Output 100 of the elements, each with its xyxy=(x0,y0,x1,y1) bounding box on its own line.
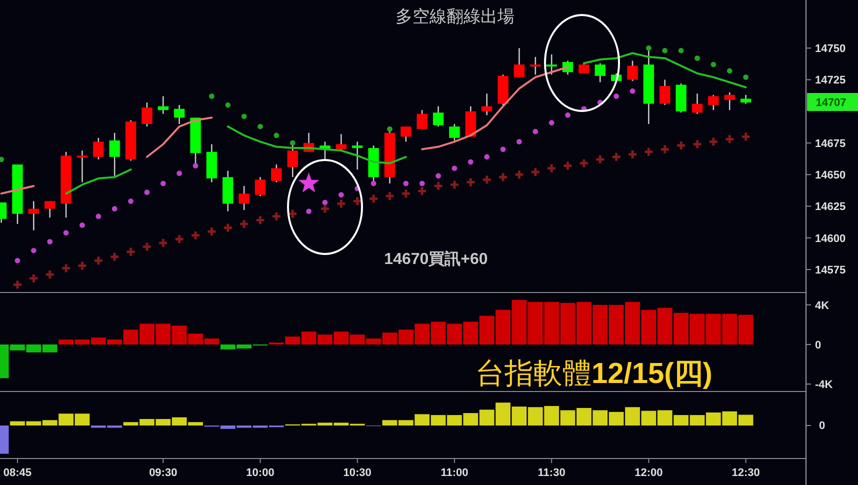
point xyxy=(225,102,231,108)
point xyxy=(646,45,652,51)
text: 14707 xyxy=(816,97,846,109)
point xyxy=(643,146,654,158)
y-tick-label: 14600 xyxy=(815,232,846,245)
point xyxy=(627,149,638,160)
point xyxy=(594,154,606,165)
point xyxy=(578,158,590,168)
point xyxy=(484,154,490,160)
y-tick-label: -4K xyxy=(815,379,833,392)
point xyxy=(14,258,20,264)
point xyxy=(77,260,88,271)
point xyxy=(47,238,53,244)
x-tick-label: 11:00 xyxy=(440,467,468,479)
point xyxy=(338,192,344,198)
point xyxy=(740,131,751,142)
candlestick xyxy=(514,47,525,78)
point xyxy=(614,93,620,99)
candlestick xyxy=(28,200,39,231)
candlestick xyxy=(93,137,104,160)
point xyxy=(206,226,217,237)
point xyxy=(498,172,508,182)
point xyxy=(160,180,166,186)
x-tick-label: 09:30 xyxy=(149,467,178,479)
annotation: 14670買訊+60 xyxy=(384,250,488,268)
point xyxy=(30,248,36,254)
candlestick xyxy=(254,176,266,197)
candlestick xyxy=(352,141,363,170)
point xyxy=(142,242,152,252)
point xyxy=(724,134,735,144)
point xyxy=(258,124,263,130)
candlestick xyxy=(627,60,638,82)
point xyxy=(468,159,474,165)
point xyxy=(255,214,266,226)
point xyxy=(158,238,168,248)
point xyxy=(452,166,458,171)
point xyxy=(44,269,56,280)
point xyxy=(660,144,670,154)
y-tick-label: 0 xyxy=(815,339,822,352)
point xyxy=(112,206,118,212)
point xyxy=(710,62,716,68)
point xyxy=(93,255,104,266)
y-tick-label: 14750 xyxy=(815,43,846,56)
point xyxy=(192,163,198,168)
point xyxy=(60,263,72,274)
point xyxy=(387,126,392,132)
point xyxy=(694,56,700,61)
candlestick xyxy=(271,164,282,183)
point xyxy=(400,188,412,199)
point xyxy=(28,273,39,284)
point xyxy=(403,180,409,186)
candlestick xyxy=(158,96,168,115)
point xyxy=(238,218,250,230)
candlestick xyxy=(546,54,557,76)
point xyxy=(271,211,282,222)
point xyxy=(500,146,506,152)
point xyxy=(222,222,234,233)
point xyxy=(726,68,732,74)
point xyxy=(692,139,702,150)
point xyxy=(530,166,541,178)
point xyxy=(565,112,570,118)
candlestick xyxy=(76,150,88,183)
point xyxy=(126,246,136,257)
candlestick xyxy=(238,185,250,211)
x-tick-label: 11:30 xyxy=(538,467,566,479)
point xyxy=(370,180,376,186)
point xyxy=(144,190,150,196)
candlestick xyxy=(432,106,444,128)
y-tick-label: 14575 xyxy=(815,264,846,276)
point xyxy=(546,163,557,174)
point xyxy=(436,173,441,179)
point xyxy=(743,74,748,80)
annotation: 多空線翻綠出場 xyxy=(396,7,514,26)
point xyxy=(320,204,330,214)
point xyxy=(532,128,538,134)
point xyxy=(482,174,492,185)
point xyxy=(516,139,522,144)
y-tick-label: 14725 xyxy=(815,74,846,87)
point xyxy=(514,169,524,180)
y-tick-label: 14650 xyxy=(815,170,846,182)
point xyxy=(176,170,182,176)
point xyxy=(678,48,684,54)
point xyxy=(290,140,296,146)
point xyxy=(274,132,280,138)
candlestick xyxy=(44,200,56,218)
point xyxy=(419,180,425,186)
point xyxy=(416,186,428,196)
point xyxy=(630,88,636,94)
point xyxy=(128,198,134,204)
candlestick xyxy=(400,126,412,142)
point xyxy=(465,176,476,188)
candlestick xyxy=(142,102,152,128)
point xyxy=(12,279,23,290)
point xyxy=(611,152,622,162)
candlestick xyxy=(692,92,703,115)
point xyxy=(548,120,554,126)
x-tick-label: 10:30 xyxy=(343,467,372,479)
candlestick xyxy=(660,79,670,106)
x-tick-label: 12:00 xyxy=(634,467,663,479)
x-tick-label: 10:00 xyxy=(246,467,274,479)
